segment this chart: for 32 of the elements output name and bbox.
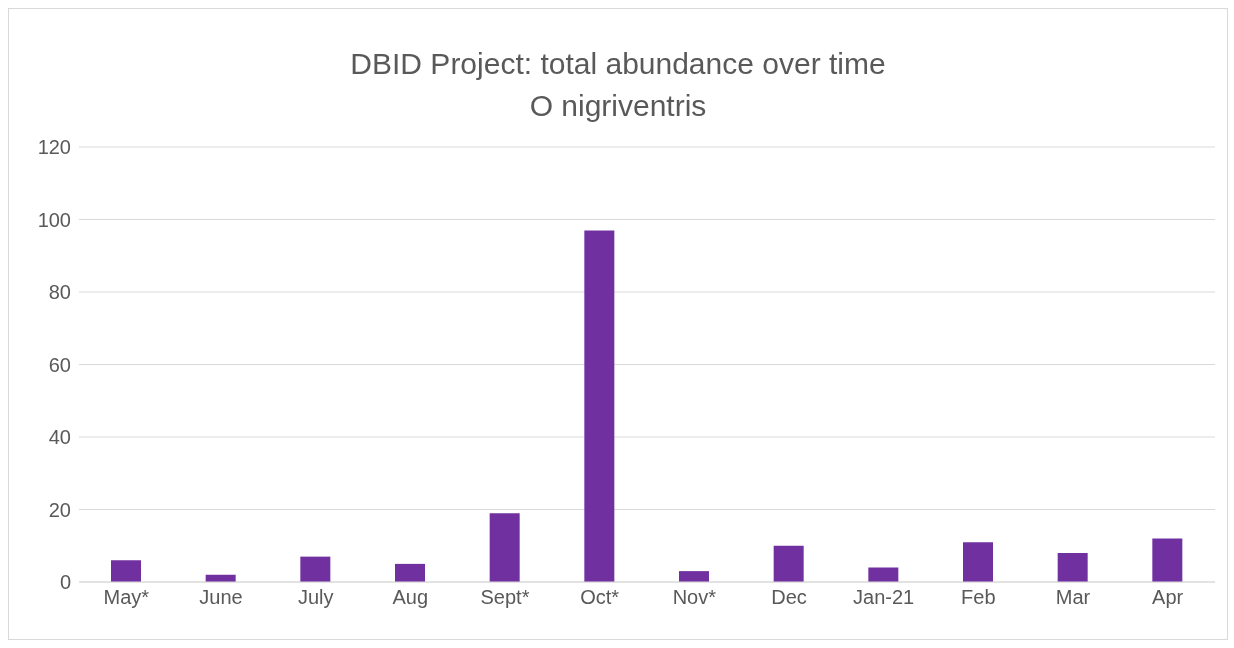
y-tick-label: 0 (59, 571, 71, 594)
y-tick-label: 40 (48, 426, 71, 449)
bar (1152, 538, 1183, 582)
bar (679, 571, 709, 582)
chart-title: DBID Project: total abundance over time (349, 46, 887, 82)
bar (395, 563, 425, 582)
x-tick-label: Mar (1055, 586, 1091, 609)
x-tick-label: May* (103, 586, 150, 609)
x-tick-label: Apr (1152, 586, 1184, 609)
chart-subtitle: O nigriventris (528, 88, 708, 124)
x-tick-label: Aug (392, 586, 429, 609)
bar (111, 560, 141, 582)
y-tick-label: 60 (48, 353, 71, 376)
x-tick-label: Sept* (480, 586, 530, 609)
x-tick-label: June (199, 586, 243, 609)
y-tick-label: 20 (48, 498, 71, 521)
y-tick-label: 100 (37, 208, 71, 231)
y-tick-label: 80 (48, 281, 71, 304)
bar (1057, 553, 1088, 582)
x-tick-label: Jan-21 (853, 586, 915, 609)
bar (300, 556, 331, 582)
bar (489, 513, 520, 582)
x-tick-label: Feb (961, 586, 996, 609)
y-tick-label: 120 (37, 136, 71, 159)
bar (963, 542, 993, 582)
x-tick-label: July (297, 586, 334, 609)
bar (773, 545, 804, 582)
bar (584, 230, 615, 582)
x-tick-label: Nov* (672, 586, 717, 609)
bar (868, 567, 899, 582)
x-tick-label: Oct* (580, 586, 620, 609)
x-tick-label: Dec (771, 586, 807, 609)
